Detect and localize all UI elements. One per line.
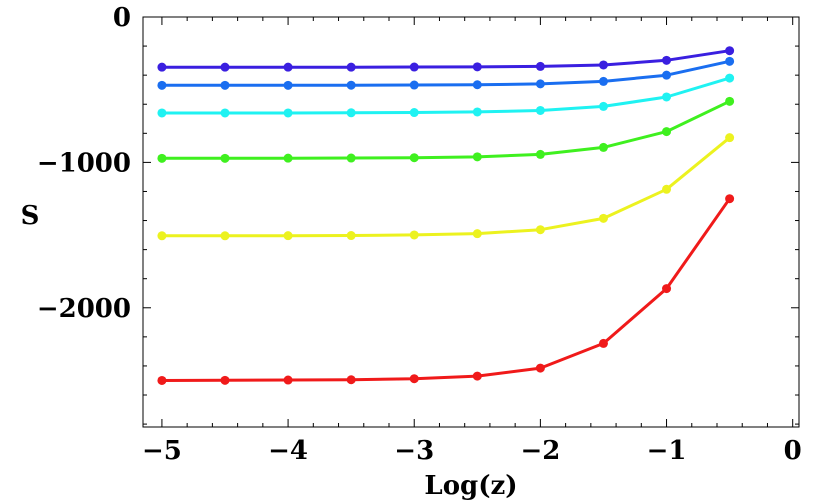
data-point [598,76,608,86]
data-point [220,153,230,163]
data-point [662,70,672,80]
data-point [346,153,356,163]
data-point [346,375,356,385]
data-point [472,152,482,162]
data-point [157,231,167,241]
series-layer [157,46,735,385]
data-point [283,62,293,72]
data-point [409,62,419,72]
data-point [662,284,672,294]
axis-ticks [143,16,799,427]
x-tick-label: −4 [268,436,308,466]
data-point [157,108,167,118]
data-point [472,371,482,381]
series-4 [157,96,735,163]
series-line [161,197,731,382]
data-point [346,108,356,118]
data-point [409,153,419,163]
data-point [662,184,672,194]
x-tick-label: −5 [142,436,182,466]
data-point [662,92,672,102]
series-2 [157,56,735,90]
data-point [220,62,230,72]
data-point [725,73,735,83]
data-point [346,62,356,72]
y-tick-label: −2000 [37,294,131,324]
data-point [157,153,167,163]
data-point [283,108,293,118]
x-tick-label: −3 [394,436,434,466]
data-point [283,80,293,90]
data-point [472,62,482,72]
y-tick-label: −1000 [37,148,131,178]
x-axis-label: Log(z) [424,471,517,501]
data-point [472,107,482,117]
data-point [725,96,735,106]
data-point [725,133,735,143]
data-point [157,375,167,385]
data-point [598,142,608,152]
data-point [598,338,608,348]
x-tick-label: 0 [784,436,802,466]
y-tick-label: 0 [113,3,131,33]
series-line [161,136,731,238]
y-tick-labels: 0 −1000 −2000 [37,3,131,324]
data-point [220,108,230,118]
data-point [598,213,608,223]
data-point [535,61,545,71]
data-point [409,374,419,384]
data-point [409,230,419,240]
x-tick-label: −2 [520,436,560,466]
data-point [220,231,230,241]
data-point [725,194,735,204]
x-tick-labels: −5 −4 −3 −2 −1 0 [142,436,802,466]
series-3 [157,73,735,118]
data-point [409,108,419,118]
data-point [346,231,356,241]
data-point [472,229,482,239]
data-point [157,80,167,90]
data-point [472,80,482,90]
data-point [283,231,293,241]
data-point [220,80,230,90]
series-6 [157,194,735,385]
series-line [161,59,730,87]
data-point [535,105,545,115]
data-point [535,363,545,373]
series-line [161,99,731,160]
data-point [725,56,735,66]
data-point [662,127,672,137]
x-tick-label: −1 [647,436,687,466]
series-5 [157,133,735,241]
y-axis-label: S [21,201,40,231]
plot-frame [142,16,800,428]
data-point [283,375,293,385]
series-1 [157,46,735,72]
series-line [161,76,731,115]
data-point [283,153,293,163]
data-point [662,55,672,65]
data-point [598,101,608,111]
data-point [409,80,419,90]
data-point [535,149,545,159]
data-point [725,46,735,56]
data-point [220,375,230,385]
data-point [157,62,167,72]
data-point [598,60,608,70]
data-point [535,79,545,89]
data-point [346,80,356,90]
data-point [535,225,545,235]
series-line [161,49,730,69]
